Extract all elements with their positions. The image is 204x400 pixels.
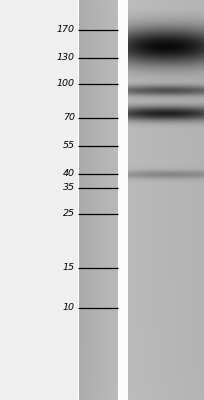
Text: 100: 100 — [57, 80, 75, 88]
Text: 15: 15 — [63, 264, 75, 272]
Text: 55: 55 — [63, 142, 75, 150]
Text: 40: 40 — [63, 170, 75, 178]
Text: 10: 10 — [63, 304, 75, 312]
Text: 170: 170 — [57, 26, 75, 34]
Text: 70: 70 — [63, 114, 75, 122]
Text: 130: 130 — [57, 54, 75, 62]
Text: 35: 35 — [63, 184, 75, 192]
Text: 25: 25 — [63, 210, 75, 218]
